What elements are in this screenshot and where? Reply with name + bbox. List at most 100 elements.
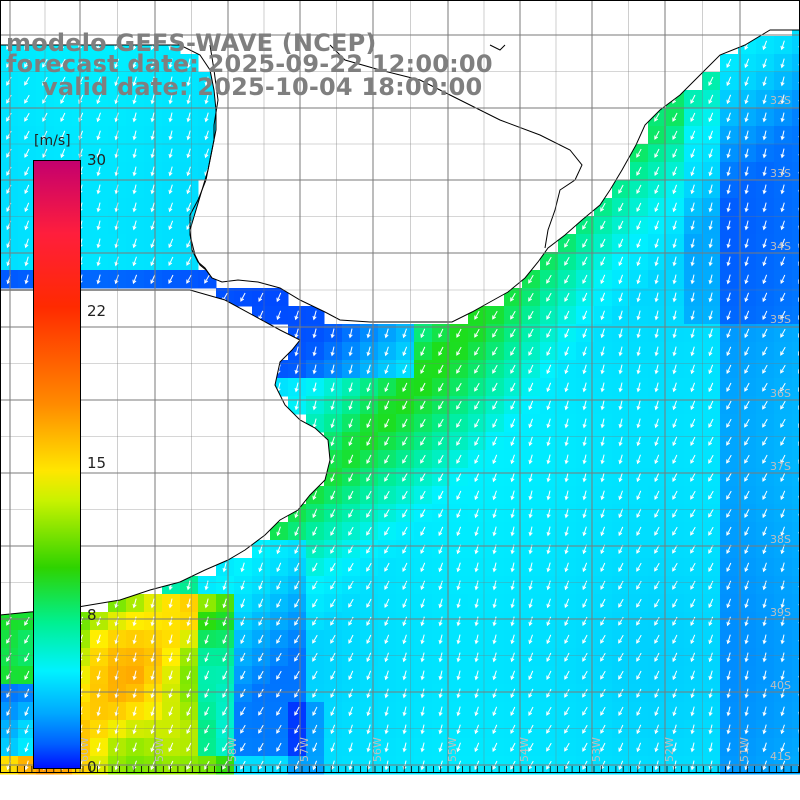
colorbar (33, 160, 81, 769)
wind-arrow (726, 418, 732, 428)
wind-arrow (582, 328, 588, 339)
wind-arrow (384, 436, 390, 446)
wind-arrow (726, 364, 732, 375)
wind-arrow (690, 400, 696, 411)
wind-arrow (582, 292, 588, 303)
wind-arrow (726, 202, 731, 213)
wind-arrow (564, 238, 570, 248)
wind-arrow (438, 400, 444, 410)
wind-arrow (762, 274, 768, 285)
wind-arrow (168, 130, 173, 141)
wind-cell (792, 630, 800, 649)
wind-arrow (366, 418, 372, 429)
wind-arrow (780, 184, 785, 195)
wind-arrow (708, 238, 713, 249)
colorbar-tick-label: 22 (87, 302, 107, 320)
wind-arrow (348, 382, 353, 393)
wind-arrow (150, 76, 155, 87)
wind-arrow (726, 328, 732, 339)
wind-arrow (762, 166, 767, 177)
wind-arrow (726, 112, 731, 123)
wind-arrow (546, 418, 551, 429)
wind-arrow (204, 76, 209, 87)
wind-arrow (780, 364, 786, 374)
wind-arrow (564, 292, 570, 302)
wind-arrow (708, 166, 713, 177)
wind-arrow (492, 454, 498, 465)
wind-arrow (312, 310, 317, 321)
wind-cell (792, 738, 800, 757)
wind-cell (792, 216, 800, 235)
wind-arrow (618, 310, 623, 321)
wind-arrow (96, 58, 102, 69)
wind-cell (792, 324, 800, 343)
wind-arrow (60, 76, 66, 86)
wind-arrow (474, 454, 480, 465)
wind-arrow (492, 364, 498, 374)
wind-arrow (726, 436, 732, 446)
lat-label: 32S (770, 94, 791, 107)
wind-arrow (384, 382, 390, 393)
wind-arrow (672, 166, 678, 177)
wind-cell (792, 540, 800, 559)
wind-arrow (654, 310, 659, 321)
wind-arrow (402, 418, 408, 428)
wind-arrow (492, 382, 498, 392)
wind-cell (792, 198, 800, 217)
wind-cell (792, 558, 800, 577)
wind-cell (792, 360, 800, 379)
lat-label: 41S (770, 750, 791, 763)
wind-arrow (348, 436, 354, 447)
wind-arrow (708, 202, 713, 213)
wind-arrow (780, 40, 785, 51)
wind-arrow (96, 130, 101, 141)
wind-arrow (690, 148, 696, 159)
wind-arrow (690, 292, 695, 303)
wind-arrow (582, 436, 587, 447)
wind-arrow (510, 346, 516, 356)
wind-arrow (762, 400, 768, 410)
wind-arrow (564, 364, 569, 375)
wind-arrow (474, 382, 480, 392)
wind-arrow (744, 436, 750, 446)
wind-arrow (762, 94, 767, 105)
wind-arrow (618, 202, 624, 212)
wind-arrow (456, 418, 462, 428)
wind-arrow (24, 94, 30, 104)
wind-arrow (528, 346, 534, 356)
wind-arrow (312, 400, 317, 411)
wind-arrow (348, 364, 353, 375)
wind-arrow (762, 364, 768, 374)
wind-cell (792, 612, 800, 631)
wind-arrow (96, 112, 101, 123)
wind-arrow (348, 346, 353, 357)
wind-arrow (24, 238, 29, 249)
wind-cell (792, 684, 800, 703)
wind-cell (792, 414, 800, 433)
wind-arrow (582, 400, 587, 411)
wind-arrow (726, 274, 731, 285)
wind-arrow (744, 238, 749, 249)
wind-arrow (132, 94, 137, 105)
wind-arrow (168, 274, 174, 284)
wind-cell (792, 522, 800, 541)
wind-cell (792, 378, 800, 397)
wind-arrow (600, 274, 606, 285)
wind-arrow (708, 184, 713, 195)
wind-arrow (780, 76, 785, 87)
wind-arrow (528, 436, 533, 447)
wind-arrow (744, 400, 750, 410)
wind-arrow (582, 220, 588, 230)
wind-arrow (456, 382, 462, 392)
wind-arrow (186, 112, 191, 123)
wind-arrow (402, 454, 408, 464)
wind-arrow (708, 328, 713, 339)
wind-arrow (186, 202, 192, 213)
wind-arrow (312, 346, 317, 357)
wind-arrow (780, 94, 785, 105)
wind-arrow (6, 94, 12, 104)
wind-arrow (186, 76, 191, 87)
wind-arrow (744, 202, 749, 213)
wind-arrow (204, 94, 209, 105)
